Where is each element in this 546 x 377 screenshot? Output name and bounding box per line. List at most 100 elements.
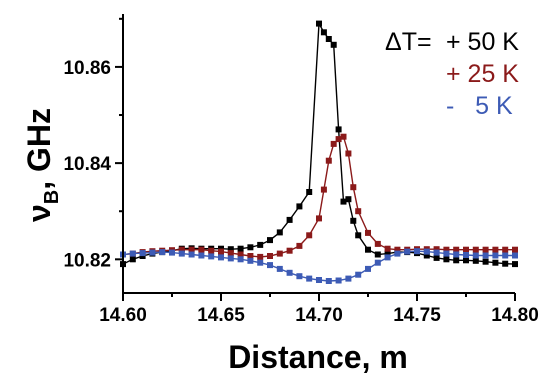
data-point [257,241,264,248]
data-point [423,248,430,255]
data-point [188,251,195,258]
data-point [325,278,332,284]
data-point [340,198,347,205]
y-tick-label: 10.84 [63,154,111,175]
data-point [374,251,381,258]
data-point [330,140,337,147]
data-point [208,253,215,260]
data-point [139,250,146,257]
data-point [178,250,185,257]
x-tick-label: 14.80 [491,305,539,326]
data-point [394,246,401,253]
y-axis-title: νB, GHz [21,108,63,222]
data-point [129,250,136,257]
data-point [492,252,499,259]
data-point [198,252,205,259]
data-point [306,189,313,195]
data-point [316,215,322,222]
data-point [198,246,205,253]
data-point [482,258,489,265]
data-point [237,245,244,252]
data-point [178,246,185,253]
data-point [149,249,156,256]
data-point [492,259,499,266]
data-point [512,246,518,253]
data-point [296,203,303,210]
data-point [335,277,342,284]
legend-entry: + 25 K [446,60,519,88]
series-line [122,135,515,258]
series-3 [120,248,518,284]
data-point [463,246,469,253]
x-tick-label: 14.65 [197,305,245,326]
data-point [159,249,166,256]
data-point [414,248,420,255]
data-point [453,246,460,253]
data-point [355,271,362,278]
data-point [433,254,440,261]
y-tick-label: 10.82 [63,250,111,271]
data-point [502,260,509,267]
data-point [355,208,362,215]
data-point [306,232,313,239]
legend-prefix: ΔT= [385,28,432,56]
data-point [247,257,254,264]
data-point [443,256,450,263]
data-point [472,246,479,253]
data-point [237,256,244,263]
data-point [257,253,264,260]
data-point [247,244,254,251]
data-point [169,249,175,256]
data-point [276,250,283,257]
data-point [512,261,518,268]
data-point [512,252,518,259]
data-point [276,265,283,272]
data-point [330,41,337,48]
legend-entry: + 50 K [446,28,519,56]
data-point [355,232,362,239]
data-point [502,252,509,259]
x-tick-label: 14.75 [393,305,441,326]
data-point [384,245,391,252]
x-axis-title: Distance, m [228,339,408,375]
data-point [433,246,440,253]
x-tick-label: 14.70 [295,305,343,326]
data-point [218,254,224,261]
y-axis-title-main: ν [21,204,57,222]
series-layer [120,20,518,284]
data-point [218,248,224,255]
y-tick-label: 10.86 [63,58,111,79]
data-point [257,259,264,266]
data-point [340,133,347,140]
data-point [316,20,322,27]
data-point [208,247,215,254]
data-point [227,250,234,257]
data-point [227,246,234,253]
x-tick-label: 14.60 [99,305,147,326]
data-point [365,229,371,236]
data-point [472,252,479,259]
data-point [345,275,352,282]
data-point [188,246,195,253]
legend: ΔT= + 50 K + 25 K - 5 K [385,28,519,120]
data-point [306,275,313,282]
data-point [365,246,371,253]
data-point [453,251,460,258]
data-point [316,277,322,283]
axes-layer [115,14,516,301]
data-point [345,196,352,203]
data-point [433,249,440,256]
data-point [453,257,460,264]
series-2 [120,133,518,260]
data-point [276,229,283,236]
data-point [335,126,342,133]
data-point [463,252,469,258]
data-point [404,248,411,255]
data-point [394,250,401,257]
data-point [350,184,357,191]
data-point [296,242,303,249]
data-point [492,246,499,253]
data-point [286,269,293,276]
data-point [374,240,381,247]
